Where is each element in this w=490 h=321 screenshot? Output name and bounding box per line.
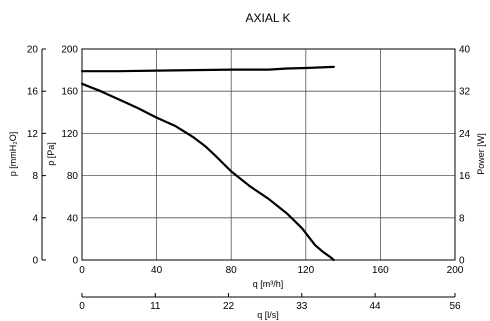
grid — [81, 48, 456, 261]
y-tick-label-pa: 40 — [67, 213, 79, 224]
y-tick-label-power: 32 — [459, 87, 471, 98]
x-tick-label-ls: 22 — [223, 301, 235, 312]
series-group — [80, 65, 335, 262]
y-tick-label-pa: 160 — [61, 87, 78, 98]
x-tick-label-m3h: 200 — [447, 265, 464, 276]
y-tick-label-power: 24 — [459, 129, 471, 140]
y-axis-power-label: Power [W] — [476, 133, 486, 175]
y-tick-label-mmh2o: 8 — [32, 171, 38, 182]
plot-frame — [81, 48, 456, 261]
x-tick-label-ls: 33 — [296, 301, 308, 312]
y-tick-label-pa: 80 — [67, 171, 79, 182]
y-tick-label-mmh2o: 20 — [27, 45, 39, 56]
x-axis-ls-label: q [l/s] — [257, 310, 279, 320]
y-axis-pa: 0 40 80 120 160 200 — [61, 45, 78, 267]
y-tick-label-mmh2o: 12 — [27, 129, 39, 140]
y-tick-label-power: 8 — [459, 213, 465, 224]
y-tick-label-pa: 200 — [61, 45, 78, 56]
chart-title: AXIAL K — [246, 11, 291, 25]
y-axis-power: 0 8 16 24 32 40 — [459, 45, 471, 267]
y-tick-label-power: 40 — [459, 45, 471, 56]
x-tick-label-m3h: 40 — [151, 265, 163, 276]
x-tick-label-m3h: 160 — [372, 265, 389, 276]
x-tick-label-ls: 0 — [79, 301, 85, 312]
y-tick-label-power: 0 — [459, 256, 465, 267]
y-axis-pa-label: p [Pa] — [46, 142, 56, 166]
x-tick-label-ls: 56 — [449, 301, 461, 312]
x-tick-label-m3h: 80 — [226, 265, 238, 276]
y-tick-label-power: 16 — [459, 171, 471, 182]
x-tick-label-m3h: 120 — [297, 265, 314, 276]
y-tick-label-pa: 120 — [61, 129, 78, 140]
y-tick-label-pa: 0 — [72, 256, 78, 267]
pressure-curve — [80, 82, 335, 262]
x-axis-m3h: 0 40 80 120 160 200 — [79, 265, 464, 276]
x-tick-label-m3h: 0 — [79, 265, 85, 276]
x-tick-label-ls: 11 — [150, 301, 161, 312]
x-axis-m3h-label: q [m³/h] — [253, 279, 284, 289]
y-tick-label-mmh2o: 4 — [32, 213, 38, 224]
y-axis-mmh2o-label: p [mmH₂O] — [8, 132, 18, 177]
x-tick-label-ls: 44 — [370, 301, 382, 312]
y-tick-label-mmh2o: 0 — [32, 256, 38, 267]
power-curve — [80, 65, 335, 73]
y-axis-mmh2o: 0 4 8 12 16 20 — [27, 45, 46, 267]
x-axis-ls: 0 11 22 33 44 56 — [79, 293, 461, 312]
y-tick-label-mmh2o: 16 — [27, 87, 39, 98]
